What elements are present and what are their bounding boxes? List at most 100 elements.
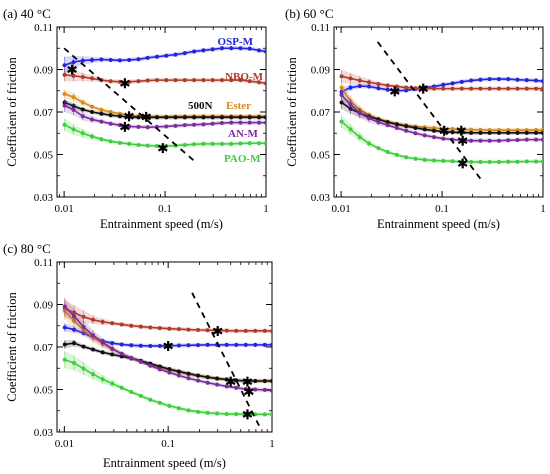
data-point-nbo-m <box>478 86 483 91</box>
transition-marker-ester <box>456 125 467 136</box>
data-point-an-m <box>238 120 243 125</box>
data-point-500n <box>186 371 191 376</box>
y-tick-label: 0.05 <box>311 150 331 162</box>
data-point-nbo-m <box>136 79 141 84</box>
data-point-pao-m <box>145 143 150 148</box>
data-point-an-m <box>157 367 162 372</box>
legend-label-500n: 500N <box>188 100 213 112</box>
data-point-an-m <box>201 122 206 127</box>
y-tick-label: 0.07 <box>34 107 54 119</box>
data-point-nbo-m <box>80 74 85 79</box>
data-point-500n <box>210 115 215 120</box>
data-point-pao-m <box>62 122 67 127</box>
data-point-500n <box>173 115 178 120</box>
data-point-500n <box>164 115 169 120</box>
data-point-osp-m <box>270 342 272 347</box>
data-point-nbo-m <box>192 78 197 83</box>
data-point-nbo-m <box>205 328 210 333</box>
transition-marker-osp-m <box>67 64 78 75</box>
data-point-pao-m <box>413 156 418 161</box>
legend-label-osp-m: OSP-M <box>218 36 254 48</box>
data-point-ester <box>108 110 113 114</box>
data-point-500n <box>167 367 172 372</box>
data-point-500n <box>469 130 474 135</box>
data-point-an-m <box>541 137 543 142</box>
data-point-osp-m <box>496 77 501 82</box>
y-tick-label: 0.03 <box>311 192 331 204</box>
data-point-nbo-m <box>487 86 492 91</box>
data-point-osp-m <box>110 341 115 346</box>
data-point-500n <box>257 115 262 120</box>
transition-dashed-line <box>191 292 260 427</box>
data-point-an-m <box>215 382 220 387</box>
data-point-nbo-m <box>459 86 464 91</box>
data-point-osp-m <box>238 46 243 51</box>
data-point-osp-m <box>62 63 67 68</box>
data-point-an-m <box>478 138 483 143</box>
data-point-500n <box>110 352 115 357</box>
data-point-pao-m <box>478 159 483 164</box>
data-point-an-m <box>247 120 252 125</box>
x-axis-label: Entrainment speed (m/s) <box>100 217 223 231</box>
transition-marker-500n <box>439 125 450 136</box>
data-point-pao-m <box>357 135 362 140</box>
x-minor-ticks <box>59 27 262 197</box>
error-band-ester <box>64 89 266 119</box>
data-point-nbo-m <box>229 78 234 83</box>
data-point-ester <box>80 100 85 105</box>
data-point-an-m <box>167 370 172 375</box>
data-point-ester <box>90 104 95 109</box>
data-point-nbo-m <box>210 78 215 83</box>
data-point-nbo-m <box>264 81 266 86</box>
data-point-osp-m <box>99 57 104 62</box>
data-point-nbo-m <box>262 328 267 333</box>
data-point-an-m <box>413 131 418 136</box>
data-point-nbo-m <box>157 326 162 331</box>
data-point-nbo-m <box>348 76 353 81</box>
data-point-ester <box>534 128 539 133</box>
data-point-ester <box>487 128 492 133</box>
data-point-an-m <box>148 363 153 368</box>
data-point-pao-m <box>515 159 520 164</box>
data-point-nbo-m <box>138 324 143 329</box>
transition-marker-500n <box>124 111 134 122</box>
series-an-m <box>62 99 266 130</box>
data-point-an-m <box>164 124 169 129</box>
data-point-nbo-m <box>394 84 399 89</box>
data-point-nbo-m <box>247 79 252 84</box>
transition-marker-an-m <box>120 121 130 132</box>
data-point-pao-m <box>247 141 252 146</box>
data-point-osp-m <box>157 343 162 348</box>
data-point-pao-m <box>339 119 344 124</box>
data-point-an-m <box>229 120 234 125</box>
data-point-osp-m <box>192 49 197 54</box>
data-point-osp-m <box>205 342 210 347</box>
data-point-ester <box>478 127 483 132</box>
data-point-an-m <box>234 385 239 390</box>
transition-marker-pao-m <box>457 158 468 169</box>
data-point-pao-m <box>441 158 446 163</box>
data-point-500n <box>157 364 162 369</box>
series-an-m <box>62 298 272 393</box>
y-axis-label: Coefficient of friction <box>5 57 19 167</box>
data-point-osp-m <box>119 342 124 347</box>
series-pao-m <box>339 115 543 165</box>
data-point-an-m <box>367 116 372 121</box>
data-point-an-m <box>72 314 77 319</box>
data-point-nbo-m <box>90 76 95 81</box>
data-point-pao-m <box>229 141 234 146</box>
data-point-an-m <box>270 388 272 393</box>
data-point-500n <box>192 115 197 120</box>
data-point-an-m <box>192 122 197 127</box>
data-point-osp-m <box>196 343 201 348</box>
data-point-osp-m <box>515 77 520 82</box>
data-point-osp-m <box>478 77 483 82</box>
data-point-nbo-m <box>201 78 206 83</box>
error-band-pao-m <box>64 351 272 417</box>
data-point-nbo-m <box>154 78 159 83</box>
data-point-pao-m <box>201 141 206 146</box>
data-point-500n <box>108 113 113 118</box>
data-point-ester <box>339 85 344 90</box>
transition-marker-osp-m <box>163 340 174 351</box>
data-point-an-m <box>469 138 474 143</box>
